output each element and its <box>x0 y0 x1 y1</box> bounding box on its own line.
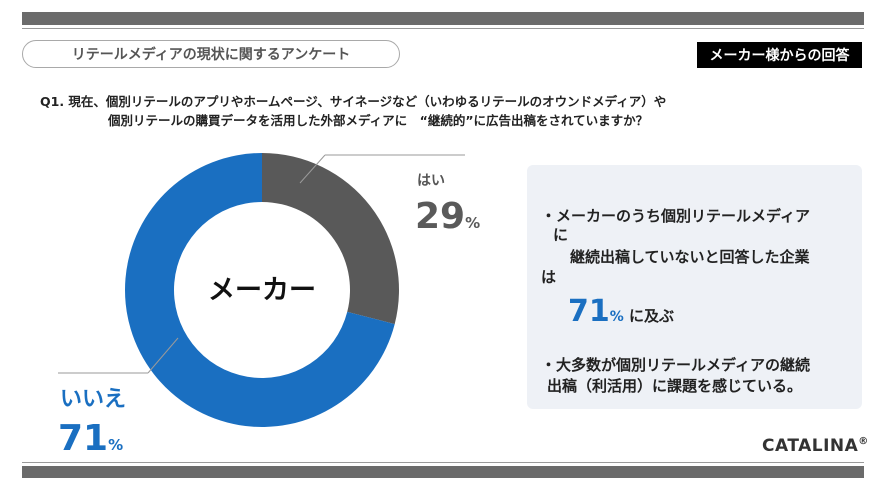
slice-value-yes: 29% <box>415 196 480 237</box>
bottom-divider-line <box>22 462 864 463</box>
highlight-suffix: に及ぶ <box>623 307 675 325</box>
top-divider-line <box>22 28 864 29</box>
question-line-1: Q1. 現在、個別リテールのアプリやホームページ、サイネージなど（いわゆるリテー… <box>40 94 667 109</box>
leader-line-no <box>147 337 179 374</box>
donut-slices <box>124 153 399 427</box>
highlight-number: 71 <box>568 294 610 329</box>
bullet-1-line-2: に <box>553 226 569 244</box>
question-text: Q1. 現在、個別リテールのアプリやホームページ、サイネージなど（いわゆるリテー… <box>40 92 860 130</box>
highlight-pct: % <box>609 309 624 325</box>
slice-value-no-pct: % <box>108 436 124 454</box>
bullet-1-line-4: は <box>541 268 557 286</box>
catalina-logo: CATALINA® <box>762 436 869 456</box>
slice-label-no: いいえ <box>60 387 127 412</box>
respondent-badge: メーカー様からの回答 <box>697 42 862 68</box>
brand-registered-mark: ® <box>858 436 869 447</box>
bottom-decorative-band <box>22 466 864 478</box>
slice-value-yes-number: 29 <box>415 196 466 237</box>
slice-value-yes-pct: % <box>465 214 481 232</box>
bullet-1-line-3: 継続出稿していないと回答した企業 <box>570 248 810 266</box>
slice-value-no-number: 71 <box>58 418 109 459</box>
summary-highlight: 71% に及ぶ <box>568 294 674 329</box>
slice-no <box>124 153 395 427</box>
survey-title-pill: リテールメディアの現状に関するアンケート <box>22 40 400 68</box>
slice-yes <box>262 153 399 325</box>
top-decorative-band <box>22 12 864 25</box>
brand-name: CATALINA <box>762 436 859 456</box>
bullet-2-symbol: ・ <box>541 356 557 374</box>
bullet-2-line-2: 出稿（利活用）に課題を感じている。 <box>547 377 803 395</box>
bullet-1-line-1: メーカーのうち個別リテールメディア <box>556 207 810 225</box>
summary-box <box>527 165 862 409</box>
question-line-2: 個別リテールの購買データを活用した外部メディアに “継続的”に広告出稿をされてい… <box>108 113 649 128</box>
donut-center-label: メーカー <box>208 275 316 306</box>
slice-label-yes: はい <box>417 173 445 189</box>
bullet-2-line-1: 大多数が個別リテールメディアの継続 <box>556 356 810 374</box>
bullet-1-symbol: ・ <box>541 207 557 225</box>
leader-line-yes <box>299 154 326 184</box>
slice-value-no: 71% <box>58 418 123 459</box>
